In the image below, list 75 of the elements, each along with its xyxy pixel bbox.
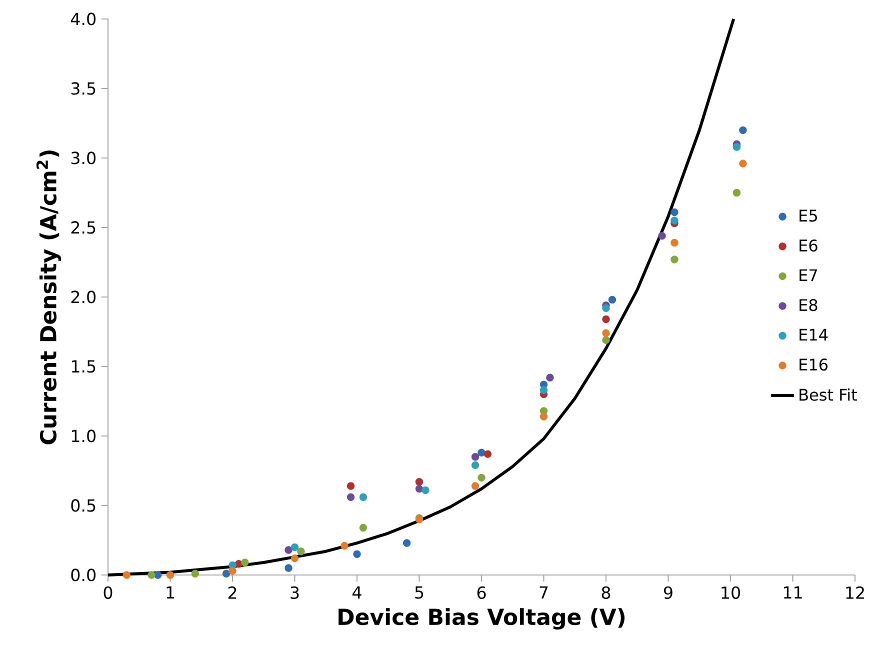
legend-label: E6 (800, 239, 818, 252)
point (191, 570, 200, 578)
y-tick-label: 2.0 (71, 290, 96, 304)
legend-label: E14 (800, 328, 828, 341)
point (122, 571, 131, 579)
point (546, 374, 554, 382)
point (415, 484, 424, 493)
point (732, 188, 741, 197)
point (471, 482, 480, 490)
x-tick-label: 7 (540, 586, 548, 599)
point (297, 547, 305, 556)
point (415, 478, 424, 486)
point (602, 315, 610, 324)
point (670, 256, 678, 264)
x-tick-label: 8 (602, 586, 610, 599)
legend-label: E16 (800, 358, 828, 371)
y-tick-label: 2.5 (71, 221, 96, 234)
point (346, 482, 355, 490)
point (471, 461, 480, 470)
y-tick-label: 0.0 (71, 568, 96, 582)
point (359, 524, 368, 532)
x-tick-label: 4 (352, 586, 362, 599)
point (739, 160, 747, 168)
point (241, 558, 249, 566)
y-tick-label: 3.0 (71, 152, 96, 164)
point (540, 412, 548, 420)
point (359, 493, 368, 502)
point (739, 126, 747, 134)
x-tick-label: 1 (166, 586, 174, 599)
y-tick-label: 1.5 (72, 360, 96, 373)
point (222, 570, 230, 578)
legend-label: E8 (800, 299, 818, 312)
point (422, 486, 430, 494)
point (346, 493, 355, 502)
point (670, 216, 678, 224)
x-tick-label: 12 (846, 586, 864, 599)
y-tick-label: 3.5 (71, 82, 96, 95)
point (228, 566, 236, 575)
point (340, 542, 348, 550)
point (478, 448, 486, 457)
y-axis-title: Current Density (A/cm$^{2}$) (36, 150, 61, 444)
y-tick-label: 1.0 (72, 430, 96, 442)
point (284, 546, 292, 554)
point (602, 304, 610, 312)
x-axis-title: Device Bias Voltage (V) (338, 608, 625, 630)
point (353, 550, 361, 558)
point (670, 208, 678, 216)
x-tick-label: 9 (664, 586, 672, 599)
x-tick-label: 6 (477, 586, 486, 599)
point (484, 450, 492, 458)
x-tick-label: 11 (784, 586, 802, 599)
x-tick-label: 10 (722, 586, 740, 599)
point (608, 296, 616, 304)
point (540, 386, 548, 394)
y-tick-label: 4.0 (70, 12, 96, 26)
point (148, 571, 156, 579)
point (478, 474, 486, 482)
point (284, 564, 292, 572)
x-tick-label: 2 (228, 586, 236, 599)
point (290, 543, 299, 552)
point (166, 571, 174, 579)
y-tick-label: 0.5 (71, 499, 96, 512)
x-tick-label: 3 (290, 586, 299, 599)
x-tick-label: 5 (415, 586, 424, 599)
point (602, 336, 610, 344)
point (471, 452, 480, 461)
point (290, 554, 299, 562)
legend-label: E7 (800, 269, 817, 282)
legend-label: E5 (800, 210, 817, 222)
point (658, 232, 666, 240)
point (402, 539, 411, 547)
legend-label: Best Fit (800, 388, 857, 401)
x-tick-label: 0 (104, 586, 112, 599)
point (670, 238, 678, 247)
point (602, 329, 610, 337)
